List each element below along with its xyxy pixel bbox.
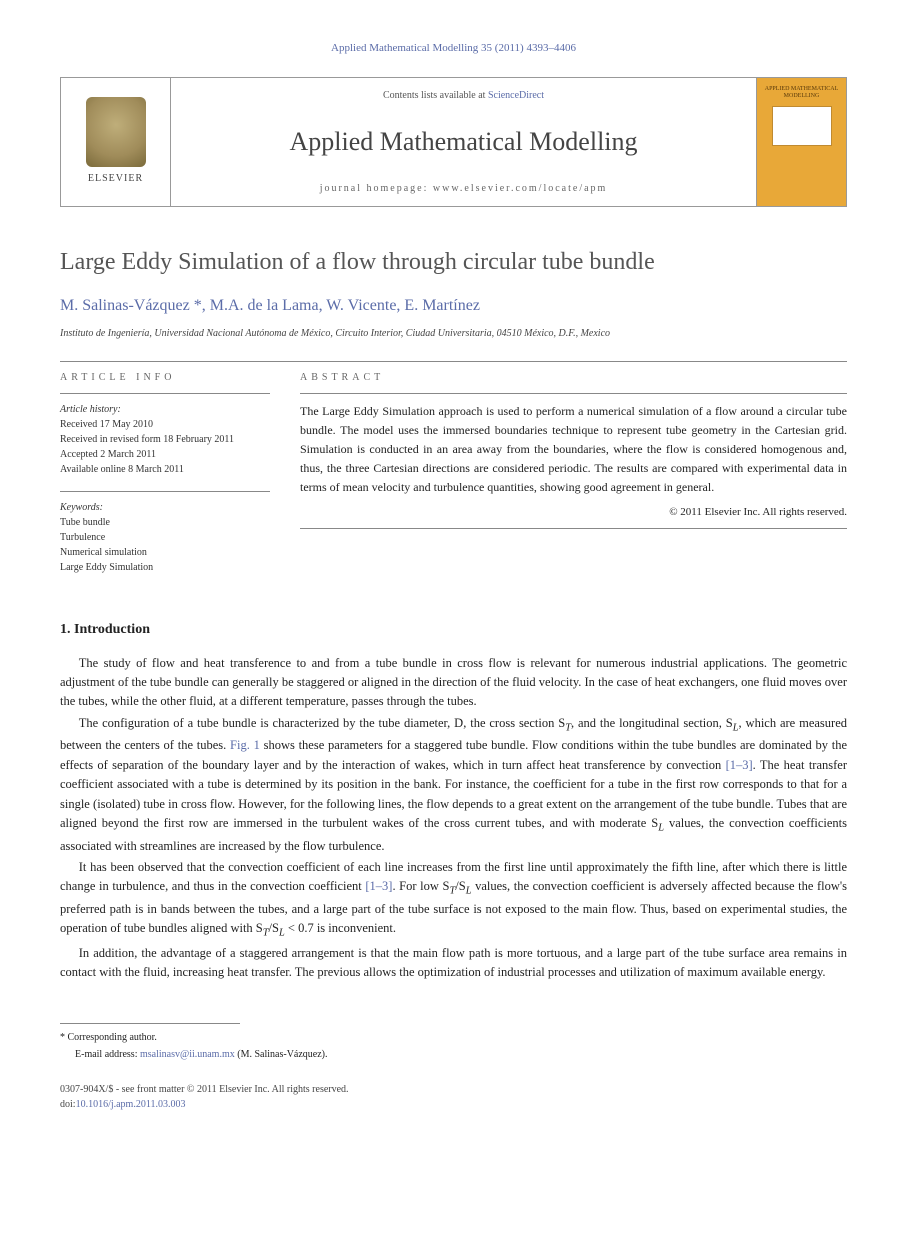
keywords-block: Keywords: Tube bundle Turbulence Numeric… (60, 500, 270, 575)
corresponding-author: * Corresponding author. (60, 1030, 847, 1045)
divider-abstract-bottom (300, 528, 847, 529)
authors-line: M. Salinas-Vázquez *, M.A. de la Lama, W… (60, 294, 847, 318)
divider-info (60, 393, 270, 394)
divider-keywords (60, 491, 270, 492)
email-label: E-mail address: (75, 1049, 140, 1060)
email-suffix: (M. Salinas-Vázquez). (235, 1049, 328, 1060)
journal-header: ELSEVIER Contents lists available at Sci… (60, 77, 847, 207)
divider-abstract (300, 393, 847, 394)
cover-image-box (772, 106, 832, 146)
email-link[interactable]: msalinasv@ii.unam.mx (140, 1049, 235, 1060)
text: . For low S (392, 879, 449, 893)
keywords-heading: Keywords: (60, 500, 270, 515)
history-accepted: Accepted 2 March 2011 (60, 447, 270, 462)
article-history: Article history: Received 17 May 2010 Re… (60, 402, 270, 477)
article-title: Large Eddy Simulation of a flow through … (60, 247, 847, 278)
paragraph: It has been observed that the convection… (60, 858, 847, 942)
homepage-prefix: journal homepage: (320, 183, 433, 194)
copyright-line: © 2011 Elsevier Inc. All rights reserved… (300, 504, 847, 521)
journal-cover-thumbnail: APPLIED MATHEMATICAL MODELLING (756, 78, 846, 206)
section-heading-introduction: 1. Introduction (60, 619, 847, 640)
article-info-column: ARTICLE INFO Article history: Received 1… (60, 370, 270, 589)
elsevier-logo: ELSEVIER (61, 78, 171, 206)
contents-line: Contents lists available at ScienceDirec… (191, 88, 736, 103)
journal-reference: Applied Mathematical Modelling 35 (2011)… (60, 40, 847, 57)
doi-label: doi: (60, 1099, 76, 1110)
paragraph: The configuration of a tube bundle is ch… (60, 714, 847, 856)
citation-link[interactable]: [1–3] (726, 758, 753, 772)
issn-line: 0307-904X/$ - see front matter © 2011 El… (60, 1082, 847, 1097)
footer-meta: 0307-904X/$ - see front matter © 2011 El… (60, 1082, 847, 1112)
doi-line: doi:10.1016/j.apm.2011.03.003 (60, 1097, 847, 1112)
email-line: E-mail address: msalinasv@ii.unam.mx (M.… (75, 1047, 847, 1062)
article-info-label: ARTICLE INFO (60, 370, 270, 385)
text: , and the longitudinal section, S (571, 716, 733, 730)
text: /S (455, 879, 465, 893)
history-online: Available online 8 March 2011 (60, 462, 270, 477)
history-heading: Article history: (60, 402, 270, 417)
divider-top (60, 361, 847, 362)
keyword-item: Large Eddy Simulation (60, 560, 270, 575)
history-revised: Received in revised form 18 February 201… (60, 432, 270, 447)
contents-prefix: Contents lists available at (383, 90, 488, 101)
cover-title: APPLIED MATHEMATICAL MODELLING (761, 86, 842, 100)
text: The configuration of a tube bundle is ch… (79, 716, 565, 730)
abstract-text: The Large Eddy Simulation approach is us… (300, 402, 847, 498)
abstract-column: ABSTRACT The Large Eddy Simulation appro… (300, 370, 847, 589)
figure-link[interactable]: Fig. 1 (230, 738, 260, 752)
paragraph: In addition, the advantage of a staggere… (60, 944, 847, 983)
doi-link[interactable]: 10.1016/j.apm.2011.03.003 (76, 1099, 186, 1110)
homepage-line: journal homepage: www.elsevier.com/locat… (191, 181, 736, 196)
header-center: Contents lists available at ScienceDirec… (171, 78, 756, 206)
history-received: Received 17 May 2010 (60, 417, 270, 432)
keyword-item: Turbulence (60, 530, 270, 545)
elsevier-tree-icon (86, 97, 146, 167)
citation-link[interactable]: [1–3] (365, 879, 392, 893)
footer-separator (60, 1023, 240, 1024)
sciencedirect-link[interactable]: ScienceDirect (488, 90, 544, 101)
text: < 0.7 is inconvenient. (285, 921, 396, 935)
keyword-item: Numerical simulation (60, 545, 270, 560)
text: /S (269, 921, 279, 935)
abstract-label: ABSTRACT (300, 370, 847, 385)
paragraph: The study of flow and heat transference … (60, 654, 847, 712)
homepage-url[interactable]: www.elsevier.com/locate/apm (433, 183, 607, 194)
keyword-item: Tube bundle (60, 515, 270, 530)
journal-name: Applied Mathematical Modelling (191, 122, 736, 161)
info-abstract-row: ARTICLE INFO Article history: Received 1… (60, 370, 847, 589)
affiliation: Instituto de Ingeniería, Universidad Nac… (60, 326, 847, 341)
elsevier-label: ELSEVIER (88, 171, 143, 186)
